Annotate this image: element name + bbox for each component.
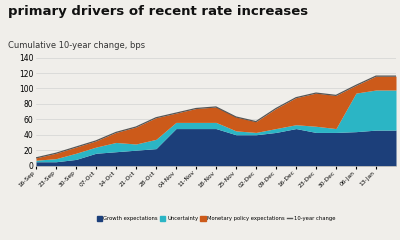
Text: primary drivers of recent rate increases: primary drivers of recent rate increases: [8, 5, 308, 18]
Legend: Growth expectations, Uncertainty, Monetary policy expectations, 10-year change: Growth expectations, Uncertainty, Moneta…: [94, 214, 338, 223]
Text: Cumulative 10-year change, bps: Cumulative 10-year change, bps: [8, 41, 145, 50]
